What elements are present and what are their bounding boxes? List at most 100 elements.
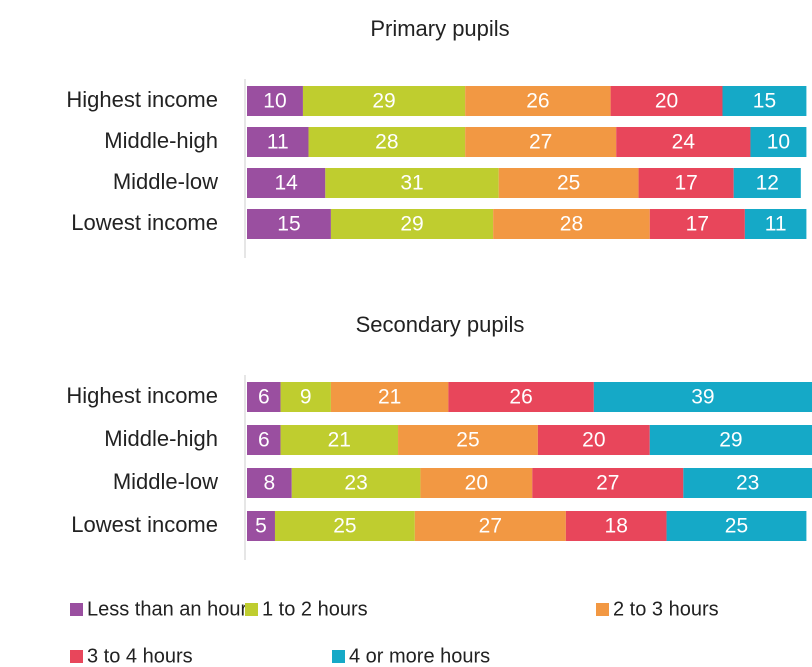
bar-segment [247, 511, 275, 541]
bar-segment [465, 127, 617, 157]
segment-label: 12 [756, 172, 779, 195]
bar-segment [247, 127, 309, 157]
segment-label: 25 [456, 429, 479, 452]
legend-label: 3 to 4 hours [87, 645, 193, 667]
bar-segment [308, 127, 466, 157]
bar-segment [247, 209, 331, 239]
bar-segment [247, 86, 303, 116]
bar-segment [465, 86, 611, 116]
bar-segment [616, 127, 751, 157]
segment-label: 29 [372, 90, 395, 113]
bar-segment [247, 425, 281, 455]
bar-segment [733, 168, 801, 198]
legend-label: 4 or more hours [349, 645, 490, 667]
category-label: Middle-high [104, 128, 218, 153]
bar-segment [291, 468, 421, 498]
bar-segment [537, 425, 650, 455]
segment-label: 15 [753, 90, 776, 113]
category-label: Lowest income [71, 512, 218, 537]
legend-swatch [70, 650, 83, 663]
legend-label: 1 to 2 hours [262, 598, 368, 620]
bar-segment [280, 425, 399, 455]
segment-label: 10 [767, 131, 790, 154]
segment-label: 31 [400, 172, 423, 195]
bar-segment [247, 468, 292, 498]
segment-label: 27 [479, 515, 502, 538]
category-label: Middle-low [113, 169, 218, 194]
bar-segment [280, 382, 331, 412]
bar-segment [420, 468, 533, 498]
bar-segment [247, 168, 326, 198]
segment-label: 27 [596, 472, 619, 495]
segment-label: 6 [258, 386, 270, 409]
bar-segment [750, 127, 807, 157]
legend-label: 2 to 3 hours [613, 598, 719, 620]
legend-swatch [245, 603, 258, 616]
legend-swatch [596, 603, 609, 616]
bar-segment [325, 168, 499, 198]
segment-label: 10 [263, 90, 286, 113]
bar-segment [498, 168, 639, 198]
segment-label: 14 [274, 172, 298, 195]
category-label: Middle-high [104, 426, 218, 451]
segment-label: 15 [277, 213, 300, 236]
category-label: Lowest income [71, 210, 218, 235]
bar-segment [565, 511, 667, 541]
segment-label: 39 [691, 386, 714, 409]
segment-label: 11 [765, 213, 787, 236]
segment-label: 27 [529, 131, 552, 154]
bar-segment [722, 86, 807, 116]
segment-label: 20 [582, 429, 605, 452]
bar-segment [666, 511, 807, 541]
legend-swatch [332, 650, 345, 663]
segment-label: 28 [375, 131, 398, 154]
segment-label: 28 [560, 213, 583, 236]
segment-label: 9 [300, 386, 312, 409]
bar-segment [247, 382, 281, 412]
bar-segment [274, 511, 415, 541]
bar-segment [649, 209, 745, 239]
category-label: Middle-low [113, 469, 218, 494]
category-label: Highest income [66, 383, 218, 408]
segment-label: 21 [328, 429, 351, 452]
segment-label: 26 [509, 386, 532, 409]
bar-segment [493, 209, 650, 239]
bar-segment [398, 425, 538, 455]
segment-label: 11 [267, 131, 289, 154]
segment-label: 20 [465, 472, 488, 495]
chart-title: Secondary pupils [356, 312, 525, 337]
segment-label: 26 [526, 90, 549, 113]
chart-title: Primary pupils [370, 16, 509, 41]
segment-label: 29 [719, 429, 742, 452]
bar-segment [638, 168, 734, 198]
bar-segment [683, 468, 812, 498]
bar-segment [448, 382, 594, 412]
segment-label: 8 [264, 472, 276, 495]
segment-label: 25 [725, 515, 748, 538]
legend-swatch [70, 603, 83, 616]
bar-segment [330, 382, 449, 412]
segment-label: 25 [333, 515, 356, 538]
legend-label: Less than an hour [87, 598, 247, 620]
bar-segment [302, 86, 466, 116]
bar-segment [414, 511, 566, 541]
segment-label: 29 [400, 213, 423, 236]
segment-label: 20 [655, 90, 678, 113]
bar-segment [532, 468, 684, 498]
category-label: Highest income [66, 87, 218, 112]
bar-segment [593, 382, 812, 412]
segment-label: 24 [672, 131, 696, 154]
bar-segment [610, 86, 723, 116]
segment-label: 6 [258, 429, 270, 452]
segment-label: 21 [378, 386, 401, 409]
segment-label: 25 [557, 172, 580, 195]
segment-label: 23 [344, 472, 367, 495]
segment-label: 18 [605, 515, 628, 538]
bar-segment [649, 425, 812, 455]
segment-label: 17 [686, 213, 709, 236]
bar-segment [744, 209, 807, 239]
segment-label: 17 [674, 172, 697, 195]
bar-segment [330, 209, 494, 239]
segment-label: 23 [736, 472, 759, 495]
